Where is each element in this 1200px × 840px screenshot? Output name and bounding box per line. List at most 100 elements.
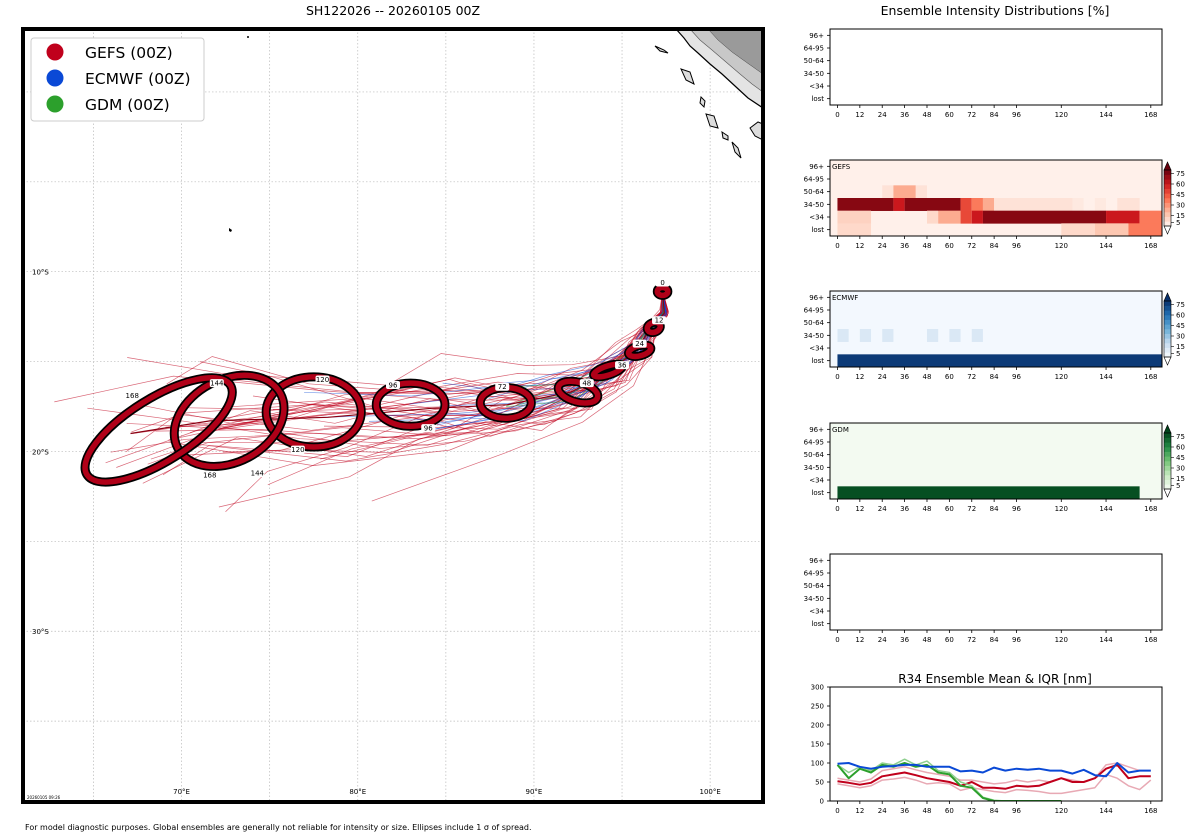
r34-line-chart: 0 50 100 150 200 250 300 0 12 24 36 48 60 72 84 96 120 14… — [811, 684, 1163, 815]
colorbar-segment — [1164, 179, 1171, 185]
heatmap-xtick-label: 0 — [835, 111, 839, 119]
colorbar-tick-label: 15 — [1176, 475, 1185, 483]
heatmap-panel-label: ECMWF — [832, 294, 858, 302]
heatmap-xtick-label: 72 — [967, 636, 976, 644]
heatmap-xtick-label: 84 — [990, 636, 999, 644]
heatmap-frame — [829, 422, 1163, 500]
heatmap-panel-empty-0: 96+ 64-95 50-64 34-50 <34 lost 0 12 24 36 48 60 72 84… — [804, 28, 1163, 119]
heatmap-xtick-label: 60 — [945, 505, 954, 513]
heatmap-ytick-label: <34 — [809, 608, 824, 616]
heatmap-xtick-label: 96 — [1012, 373, 1021, 381]
colorbar-tick-label: 30 — [1176, 465, 1185, 473]
r34-xtick-label: 0 — [835, 807, 839, 815]
ellipse-12h — [644, 319, 664, 336]
ellipse-label-bg — [290, 445, 305, 454]
heatmap-xtick-label: 0 — [835, 505, 839, 513]
colorbar-tick-label: 15 — [1176, 343, 1185, 351]
heatmap-panel-ecmwf: ECMWF 96+ 64-95 50-64 34-50 <34 lost 0 12 24 36 48 6… — [804, 290, 1185, 381]
heatmap-xtick-label: 24 — [878, 111, 887, 119]
heatmap-ytick-label: 34-50 — [804, 70, 824, 78]
heatmap-cell — [904, 198, 961, 211]
heatmap-ytick-label: 34-50 — [804, 595, 824, 603]
colorbar-tick-label: 30 — [1176, 202, 1185, 210]
r34-line-gefs-iqr-low — [837, 773, 1152, 795]
heatmap-cell — [926, 210, 939, 224]
r34-ytick-label: 150 — [811, 741, 824, 749]
heatmap-xtick-label: 96 — [1012, 505, 1021, 513]
map-ytick-label: 10°S — [32, 269, 49, 277]
heatmap-xtick-label: 12 — [855, 505, 864, 513]
heatmap-ytick-label: 96+ — [809, 32, 824, 40]
heatmap-xtick-label: 48 — [923, 242, 932, 250]
colorbar-tick-label: 45 — [1176, 454, 1185, 462]
colorbar-segment — [1164, 338, 1171, 344]
colorbar-segment — [1164, 188, 1171, 194]
heatmap-xtick-label: 120 — [1055, 373, 1068, 381]
heatmap-xtick-label: 84 — [990, 242, 999, 250]
heatmap-ytick-label: lost — [811, 95, 824, 103]
heatmap-panel-empty-4: 96+ 64-95 50-64 34-50 <34 lost 0 12 24 36 48 60 72 84… — [804, 553, 1163, 644]
ellipse-label-bg — [315, 375, 330, 384]
colorbar-tick-label: 75 — [1176, 301, 1185, 309]
heatmap-xtick-label: 24 — [878, 636, 887, 644]
r34-plot-area — [830, 687, 1162, 801]
colorbar-segment — [1164, 216, 1171, 222]
colorbar-reds: 515 30 45 60 75 — [1163, 161, 1185, 235]
heatmap-cell — [837, 210, 872, 224]
heatmap-ytick-label: 64-95 — [804, 45, 824, 53]
heatmap-ytick-label: 34-50 — [804, 201, 824, 209]
colorbar-segment — [1164, 470, 1171, 476]
colorbar-segment — [1164, 202, 1171, 208]
colorbar-segment — [1164, 198, 1171, 203]
heatmap-cell — [837, 223, 872, 237]
ellipse-label-bg — [579, 379, 594, 388]
colorbar-tick-label: 5 — [1176, 219, 1180, 227]
ellipse-0h — [654, 284, 671, 299]
heatmap-xtick-label: 84 — [990, 505, 999, 513]
heatmap-cell — [882, 185, 894, 199]
r34-ytick-label: 0 — [820, 798, 824, 806]
colorbar-segment — [1164, 310, 1171, 316]
heatmap-cell — [915, 185, 927, 199]
r34-xtick-label: 36 — [900, 807, 909, 815]
colorbar-segment — [1164, 315, 1171, 320]
heatmap-cell — [893, 185, 916, 199]
heatmap-ytick-label: 50-64 — [804, 57, 825, 65]
colorbar-segment — [1164, 456, 1171, 462]
map-ytick-label: 20°S — [32, 448, 49, 456]
r34-ytick-label: 50 — [815, 779, 824, 787]
colorbar-segment — [1164, 475, 1171, 480]
heatmap-cell — [982, 198, 995, 211]
heatmap-xtick-label: 144 — [1099, 636, 1113, 644]
heatmap-cell — [837, 329, 849, 342]
heatmap-ytick-label: lost — [811, 226, 824, 234]
heatmap-cell — [1061, 223, 1095, 237]
colorbar-tick-label: 45 — [1176, 191, 1185, 199]
legend-label-ecmwf: ECMWF (00Z) — [85, 70, 191, 88]
heatmap-cell — [1094, 223, 1129, 237]
heatmap-frame — [829, 159, 1163, 237]
heatmap-cell — [1139, 210, 1162, 224]
heatmap-xtick-label: 120 — [1055, 242, 1068, 250]
ellipse-label-168h: 168 — [203, 471, 216, 479]
colorbar-frame — [1163, 300, 1172, 358]
heatmap-xtick-label: 144 — [1099, 373, 1113, 381]
heatmap-ytick-label: 34-50 — [804, 332, 824, 340]
heatmap-cell — [1072, 198, 1084, 211]
heatmap-ytick-label: 64-95 — [804, 439, 824, 447]
colorbar-segment — [1164, 343, 1171, 348]
ellipse-label-24h: 24 — [635, 340, 644, 348]
colorbar-frame — [1163, 432, 1172, 490]
r34-series-group — [836, 758, 1152, 801]
heatmap-xtick-label: 60 — [945, 636, 954, 644]
colorbar-tick-label: 5 — [1176, 482, 1180, 490]
heatmap-xtick-label: 0 — [835, 636, 839, 644]
heatmap-xtick-label: 24 — [878, 242, 887, 250]
heatmap-ytick-label: <34 — [809, 345, 824, 353]
colorbar-segment — [1164, 305, 1171, 311]
colorbar-segment — [1164, 465, 1171, 471]
colorbar-segment — [1164, 207, 1171, 213]
heatmap-cell — [926, 329, 939, 342]
heatmap-xtick-label: 72 — [967, 373, 976, 381]
